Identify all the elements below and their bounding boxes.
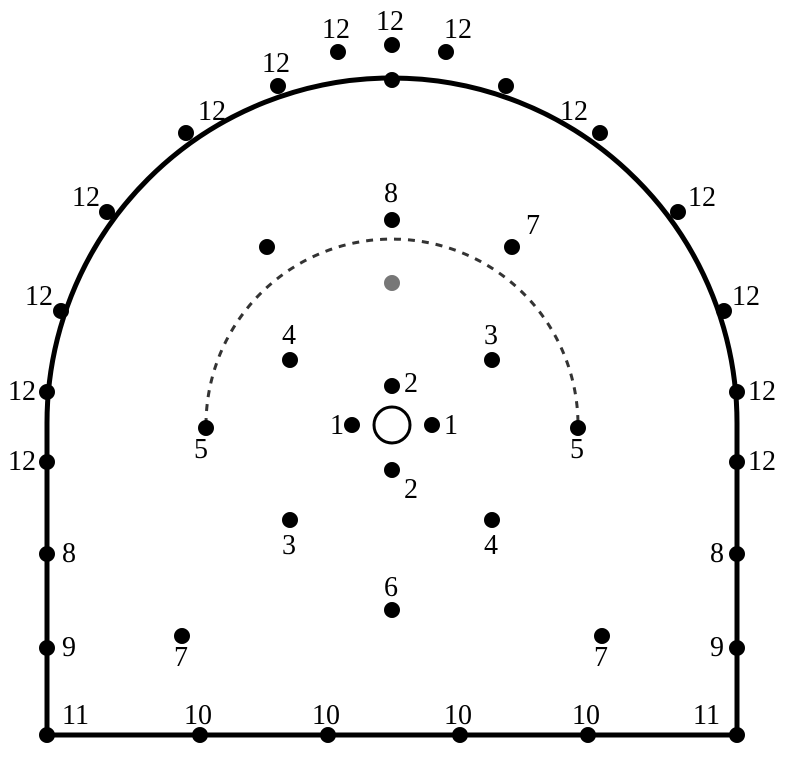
- inner-label: 1: [444, 410, 458, 441]
- inner-dot: [384, 378, 400, 394]
- outer-label: 12: [732, 281, 760, 312]
- inner-label: 1: [330, 410, 344, 441]
- inner-label: 3: [484, 320, 498, 351]
- outer-dot: [670, 204, 686, 220]
- outer-dot: [178, 125, 194, 141]
- outer-label: 12: [25, 281, 53, 312]
- inner-label: 4: [282, 320, 296, 351]
- inner-label: 7: [174, 642, 188, 673]
- outer-dot: [438, 44, 454, 60]
- inner-dot: [344, 417, 360, 433]
- inner-label: 6: [384, 572, 398, 603]
- outer-label: 8: [710, 538, 724, 569]
- outer-dot: [39, 727, 55, 743]
- inner-dot: [504, 239, 520, 255]
- inner-dot: [384, 212, 400, 228]
- inner-label: 8: [384, 178, 398, 209]
- outer-dot: [729, 640, 745, 656]
- inner-label: 7: [594, 642, 608, 673]
- outer-label: 10: [312, 700, 340, 731]
- inner-label: 4: [484, 530, 498, 561]
- outer-label: 12: [444, 14, 472, 45]
- outer-dot: [39, 546, 55, 562]
- outer-label: 12: [748, 446, 776, 477]
- inner-label: 2: [404, 474, 418, 505]
- outer-dot: [384, 72, 400, 88]
- outer-dot: [498, 78, 514, 94]
- outer-dot: [729, 546, 745, 562]
- outer-dot: [270, 78, 286, 94]
- outer-label: 12: [560, 96, 588, 127]
- outer-label: 12: [8, 446, 36, 477]
- outer-dot: [716, 303, 732, 319]
- outer-label: 11: [62, 700, 89, 731]
- inner-dot: [384, 602, 400, 618]
- inner-label: 2: [404, 368, 418, 399]
- outer-label: 12: [72, 182, 100, 213]
- outer-label: 8: [62, 538, 76, 569]
- outer-label: 12: [198, 96, 226, 127]
- outer-label: 12: [8, 376, 36, 407]
- outer-dot: [592, 125, 608, 141]
- inner-dot: [259, 239, 275, 255]
- outer-label: 10: [444, 700, 472, 731]
- outer-label: 12: [688, 182, 716, 213]
- inner-dot: [282, 512, 298, 528]
- outer-dot: [330, 44, 346, 60]
- outer-label: 12: [748, 376, 776, 407]
- inner-dot: [484, 512, 500, 528]
- outer-dot: [39, 384, 55, 400]
- outer-dot: [729, 727, 745, 743]
- inner-dot: [384, 275, 400, 291]
- outer-label: 11: [693, 700, 720, 731]
- outer-label: 12: [322, 14, 350, 45]
- center-marker: [374, 407, 410, 443]
- inner-dashed-arc: [206, 239, 578, 425]
- outer-dot: [39, 454, 55, 470]
- diagram-svg: 1110101010119812129812121212121212121212…: [0, 0, 785, 781]
- outer-dot: [384, 37, 400, 53]
- outer-dot: [729, 384, 745, 400]
- outer-dot: [729, 454, 745, 470]
- inner-dot: [282, 352, 298, 368]
- inner-dot: [484, 352, 500, 368]
- inner-dot: [424, 417, 440, 433]
- outer-dot: [99, 204, 115, 220]
- outer-label: 12: [376, 6, 404, 37]
- outer-dot: [39, 640, 55, 656]
- inner-label: 5: [194, 434, 208, 465]
- outer-label: 10: [572, 700, 600, 731]
- inner-label: 3: [282, 530, 296, 561]
- inner-dot: [384, 462, 400, 478]
- outer-label: 9: [710, 632, 724, 663]
- outer-label: 9: [62, 632, 76, 663]
- outer-label: 12: [262, 48, 290, 79]
- inner-label: 5: [570, 434, 584, 465]
- outer-label: 10: [184, 700, 212, 731]
- outer-dot: [53, 303, 69, 319]
- inner-label: 7: [526, 210, 540, 241]
